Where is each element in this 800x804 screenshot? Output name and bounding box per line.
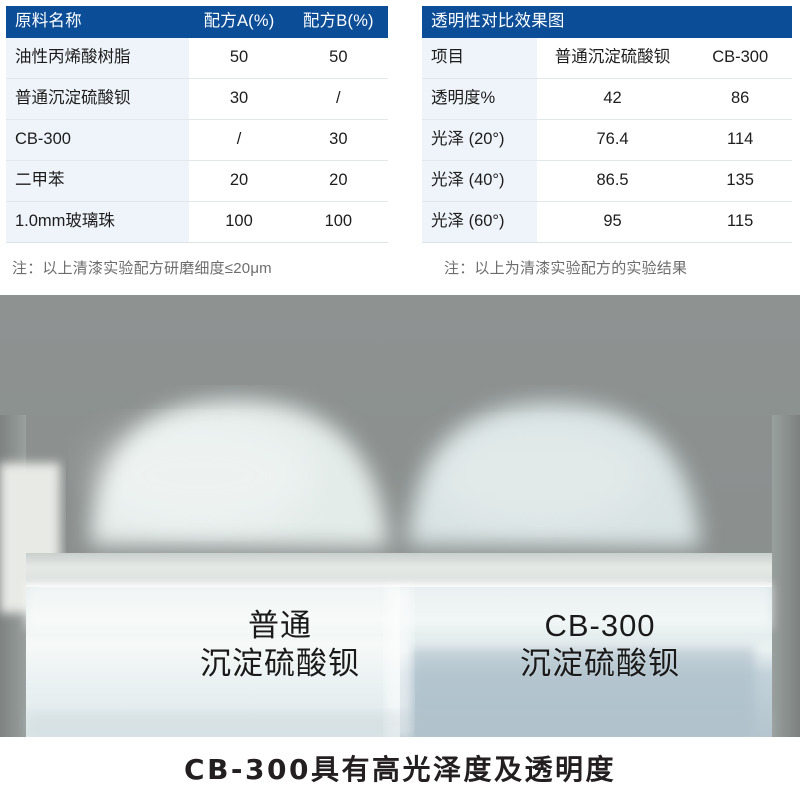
cell-ordinary-value: 86.5 [536,160,689,202]
table-row: 油性丙烯酸树脂 50 50 [6,37,388,79]
col-header-item: 项目 [422,37,537,79]
page-caption: CB-300具有高光泽度及透明度 [184,753,616,786]
cell-formula-b: 50 [288,37,388,79]
cell-material-name: CB-300 [6,119,190,161]
table-row: 光泽 (40°) 86.5 135 [422,160,792,202]
cell-item-name: 光泽 (40°) [422,160,537,202]
tables-section: 原料名称 配方A(%) 配方B(%) 油性丙烯酸树脂 50 50 普通沉淀硫酸钡… [0,0,800,277]
cell-material-name: 普通沉淀硫酸钡 [6,78,190,120]
cell-formula-a: 100 [189,201,289,243]
cell-item-name: 光泽 (60°) [422,201,537,243]
table-row: CB-300 / 30 [6,119,388,161]
cell-formula-a: / [189,119,289,161]
transparency-table-block: 透明性对比效果图 项目 普通沉淀硫酸钡 CB-300 透明度% 42 86 [400,0,800,277]
formula-table-block: 原料名称 配方A(%) 配方B(%) 油性丙烯酸树脂 50 50 普通沉淀硫酸钡… [0,0,400,277]
cell-item-name: 透明度% [422,78,537,120]
table-row: 透明度% 42 86 [422,78,792,120]
cell-material-name: 二甲苯 [6,160,190,202]
photo-illustration [0,295,800,737]
photo-label-cb300-line2: 沉淀硫酸钡 [520,645,680,681]
transparency-table-title: 透明性对比效果图 [422,6,792,38]
cell-formula-b: 30 [288,119,388,161]
formula-table: 原料名称 配方A(%) 配方B(%) 油性丙烯酸树脂 50 50 普通沉淀硫酸钡… [6,6,388,243]
cell-ordinary-value: 95 [536,201,689,243]
cell-formula-a: 50 [189,37,289,79]
photo-label-ordinary-line2: 沉淀硫酸钡 [200,645,360,681]
col-header-cb300: CB-300 [688,37,792,79]
cell-formula-a: 20 [189,160,289,202]
comparison-photo [0,295,800,737]
cell-cb300-value: 114 [688,119,792,161]
cell-material-name: 油性丙烯酸树脂 [6,37,190,79]
photo-label-ordinary-line1: 普通 [248,608,312,643]
table-row: 1.0mm玻璃珠 100 100 [6,201,388,243]
cell-formula-b: 20 [288,160,388,202]
cell-cb300-value: 86 [688,78,792,120]
table-row: 二甲苯 20 20 [6,160,388,202]
cell-formula-a: 30 [189,78,289,120]
formula-table-note: 注：以上清漆实验配方研磨细度≤20μm [12,259,272,277]
col-header-formula-a: 配方A(%) [189,6,289,38]
col-header-material: 原料名称 [6,6,190,38]
table-row: 普通沉淀硫酸钡 30 / [6,78,388,120]
table-header-row: 透明性对比效果图 [422,6,792,38]
cell-formula-b: 100 [288,201,388,243]
col-header-formula-b: 配方B(%) [288,6,388,38]
cell-ordinary-value: 42 [536,78,689,120]
table-row: 光泽 (60°) 95 115 [422,201,792,243]
cell-material-name: 1.0mm玻璃珠 [6,201,190,243]
transparency-table-note: 注：以上为清漆实验配方的实验结果 [444,259,688,277]
cell-cb300-value: 135 [688,160,792,202]
table-row: 光泽 (20°) 76.4 114 [422,119,792,161]
cell-ordinary-value: 76.4 [536,119,689,161]
cell-cb300-value: 115 [688,201,792,243]
col-header-ordinary: 普通沉淀硫酸钡 [536,37,689,79]
cell-formula-b: / [288,78,388,120]
photo-label-cb300: CB-300 沉淀硫酸钡 [440,607,760,683]
photo-label-cb300-line1: CB-300 [544,608,656,643]
table-header-row: 原料名称 配方A(%) 配方B(%) [6,6,388,38]
photo-label-ordinary: 普通 沉淀硫酸钡 [120,607,440,683]
cell-item-name: 光泽 (20°) [422,119,537,161]
transparency-table: 透明性对比效果图 项目 普通沉淀硫酸钡 CB-300 透明度% 42 86 [422,6,792,243]
table-subheader-row: 项目 普通沉淀硫酸钡 CB-300 [422,37,792,79]
